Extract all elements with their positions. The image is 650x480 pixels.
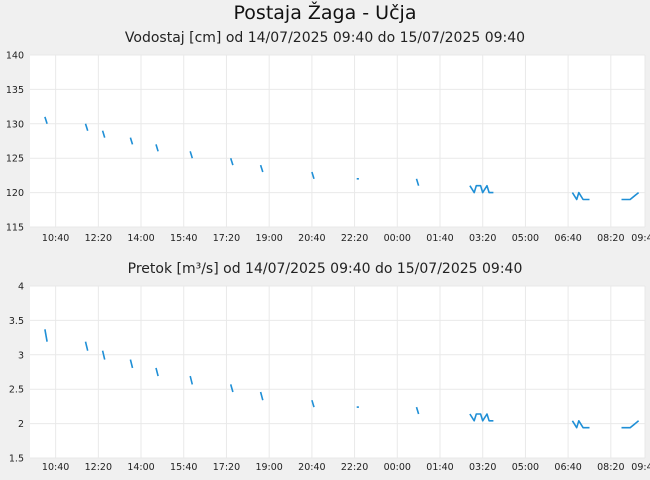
series-line	[469, 184, 494, 194]
x-tick-label: 20:40	[298, 462, 325, 473]
x-tick-label: 00:00	[384, 462, 411, 473]
chart-2-title: Pretok [m³/s] od 14/07/2025 09:40 do 15/…	[127, 261, 523, 277]
chart-1-title: Vodostaj [cm] od 14/07/2025 09:40 do 15/…	[124, 30, 526, 46]
x-tick-label: 03:20	[469, 233, 496, 244]
x-tick-label: 17:20	[213, 233, 240, 244]
series-line	[621, 420, 640, 429]
series-line	[129, 137, 134, 145]
plot-area	[30, 55, 645, 227]
series-line	[229, 384, 234, 393]
x-tick-label: 17:20	[213, 462, 240, 473]
x-tick-label: 22:20	[341, 233, 368, 244]
x-tick-label: 20:40	[298, 233, 325, 244]
page-title: Postaja Žaga - Učja	[233, 2, 417, 24]
y-tick-label: 125	[6, 154, 24, 165]
series-line	[155, 367, 159, 377]
series-line	[189, 375, 194, 385]
x-tick-label: 08:20	[597, 233, 624, 244]
series-line	[621, 191, 640, 201]
x-tick-label: 15:40	[170, 233, 197, 244]
x-tick-label: 03:20	[469, 462, 496, 473]
x-tick-label: 22:20	[341, 462, 368, 473]
series-line	[189, 151, 194, 159]
series-line	[311, 399, 315, 408]
y-tick-label: 120	[6, 188, 24, 199]
x-tick-label: 06:40	[554, 462, 581, 473]
x-tick-label: 05:00	[512, 233, 539, 244]
series-line	[44, 329, 48, 342]
series-line	[101, 350, 106, 360]
y-tick-label: 130	[6, 119, 24, 130]
y-tick-label: 2.5	[9, 385, 24, 396]
x-tick-label: 01:40	[426, 233, 453, 244]
series-line	[311, 171, 315, 180]
y-tick-label: 2	[18, 419, 24, 430]
x-tick-label: 10:40	[42, 233, 69, 244]
x-tick-label: 09:40	[631, 462, 650, 473]
series-line	[259, 391, 264, 401]
x-tick-label: 12:20	[85, 233, 112, 244]
series-line	[129, 359, 134, 369]
series-line	[84, 123, 89, 131]
x-tick-label: 15:40	[170, 462, 197, 473]
x-tick-label: 12:20	[85, 462, 112, 473]
series-line	[469, 413, 494, 422]
series-line	[84, 341, 89, 351]
x-tick-label: 10:40	[42, 462, 69, 473]
x-tick-label: 08:20	[597, 462, 624, 473]
y-tick-label: 135	[6, 85, 24, 96]
series-line	[415, 178, 420, 186]
x-tick-label: 05:00	[512, 462, 539, 473]
y-tick-label: 140	[6, 51, 24, 62]
series-line	[101, 130, 106, 138]
y-tick-label: 3.5	[9, 316, 24, 327]
series-line	[259, 164, 264, 173]
y-tick-label: 115	[6, 223, 24, 234]
series-line	[571, 419, 590, 429]
x-tick-label: 06:40	[554, 233, 581, 244]
series-line	[571, 191, 590, 201]
x-tick-label: 19:00	[255, 233, 282, 244]
y-tick-label: 1.5	[9, 454, 24, 465]
series-line	[229, 157, 234, 166]
x-tick-label: 14:00	[127, 233, 154, 244]
series-line	[415, 406, 420, 415]
series-line	[44, 116, 48, 125]
x-tick-label: 01:40	[426, 462, 453, 473]
x-tick-label: 09:40	[631, 233, 650, 244]
series-line	[155, 144, 159, 152]
plot-area	[30, 286, 645, 458]
x-tick-label: 19:00	[255, 462, 282, 473]
y-tick-label: 4	[18, 282, 24, 293]
y-tick-label: 3	[18, 350, 24, 361]
x-tick-label: 14:00	[127, 462, 154, 473]
x-tick-label: 00:00	[384, 233, 411, 244]
